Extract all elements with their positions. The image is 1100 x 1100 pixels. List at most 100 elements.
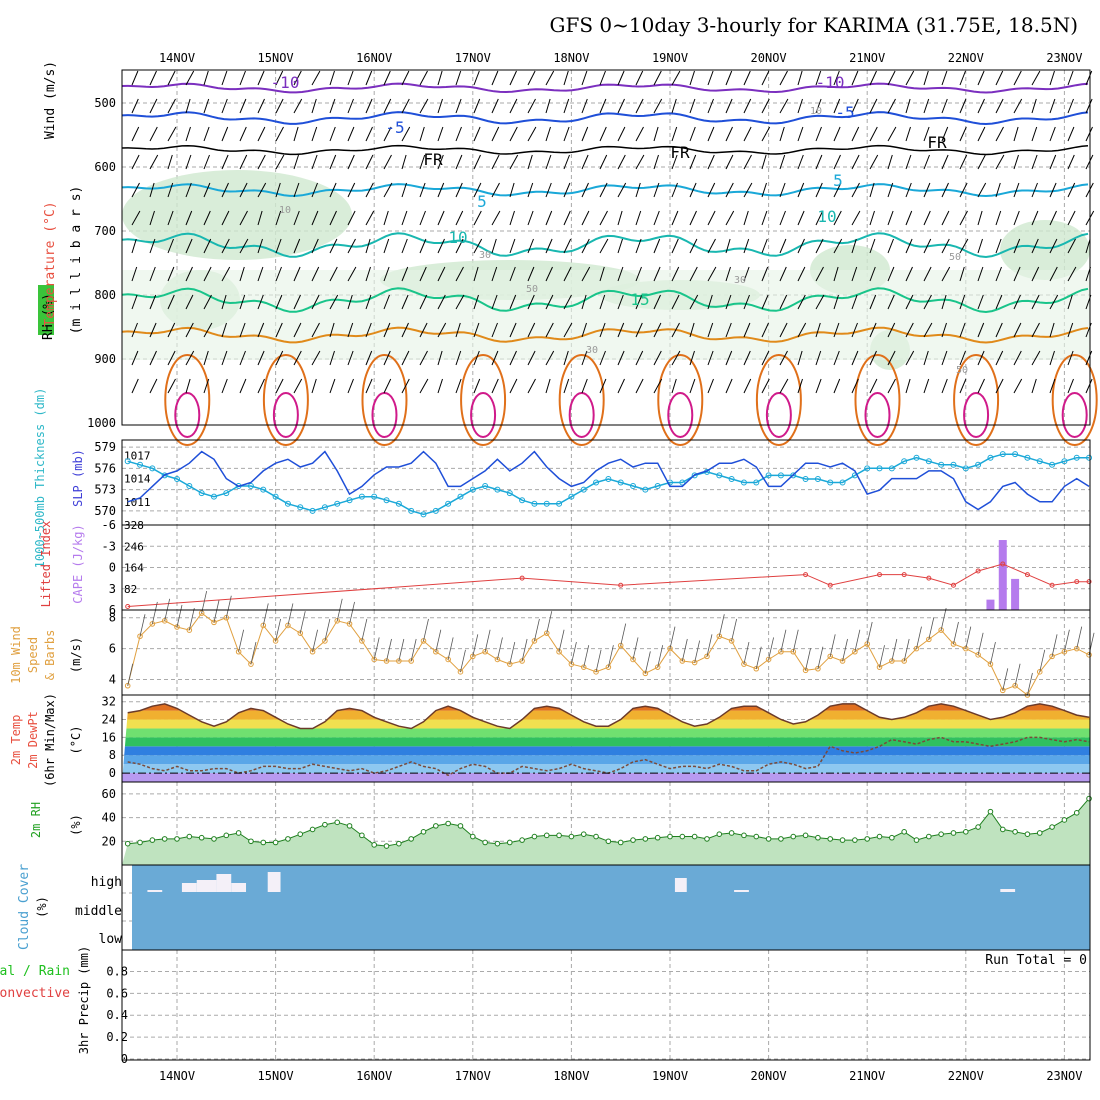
wind-barb — [869, 266, 876, 282]
thickness-marker — [395, 500, 402, 507]
wind-barb — [563, 378, 570, 394]
wind-barb — [365, 238, 371, 254]
rh-marker — [346, 823, 353, 829]
wind-barb — [1013, 70, 1022, 86]
wind-barb — [923, 210, 931, 226]
rh-marker — [272, 839, 279, 846]
wind10-label-3: & Barbs — [43, 630, 57, 681]
wind-barb — [149, 266, 156, 282]
rh-marker — [790, 833, 797, 840]
thickness-marker — [975, 461, 982, 468]
wind-barb-10m — [644, 651, 651, 674]
wind-barb — [167, 182, 174, 198]
wind-barb-10m — [817, 646, 824, 669]
wind-barb — [383, 378, 392, 394]
wind-barb — [887, 266, 895, 282]
wind-barb — [1031, 378, 1037, 394]
wind-barb — [1031, 238, 1039, 254]
wind-barb — [959, 294, 966, 310]
wind-barb — [761, 126, 771, 142]
wind-barb — [527, 322, 536, 338]
bottom-day-label: 14NOV — [159, 1069, 195, 1083]
wind-speed-marker — [494, 656, 501, 663]
wind-barb — [527, 266, 535, 282]
wind-barb-10m — [657, 645, 664, 668]
temp-contour-minus5 — [121, 111, 1089, 126]
wind-barb — [725, 154, 734, 170]
rh-marker — [1012, 829, 1018, 835]
wind-barb — [941, 266, 951, 282]
rh-marker — [519, 837, 525, 843]
wind-barb — [941, 210, 950, 226]
wind-barb-10m — [854, 629, 861, 652]
pressure-tick-label: 900 — [94, 352, 116, 366]
thickness-marker — [161, 472, 168, 479]
wind-barb — [365, 294, 372, 310]
thickness-marker — [630, 483, 637, 490]
wind-barb-10m — [990, 642, 996, 665]
wind-barb — [221, 98, 228, 114]
wind-barb-10m — [188, 608, 195, 631]
wind-barb — [815, 350, 822, 366]
wind-barb — [815, 378, 822, 394]
rh-marker — [839, 837, 846, 843]
rh-marker — [827, 836, 834, 842]
thickness-marker — [408, 507, 415, 514]
wind-barb — [257, 238, 263, 254]
chart-title: GFS 0~10day 3-hourly for KARIMA (31.75E,… — [549, 13, 1078, 37]
rh-marker — [605, 838, 612, 845]
wind-barb — [671, 182, 678, 198]
wind-barb — [959, 378, 967, 394]
wind-barb — [995, 350, 1004, 366]
wind-barb-10m — [706, 634, 713, 657]
contour-label: 15 — [630, 290, 649, 309]
wind-barb — [743, 70, 751, 86]
wind-barb — [149, 154, 159, 170]
wind-barb — [437, 154, 444, 170]
wind-barb — [905, 182, 912, 198]
wind-barb — [545, 70, 555, 86]
wind-barb — [527, 182, 534, 198]
wind-barb-10m — [891, 638, 898, 662]
wind-barb — [347, 210, 356, 226]
rh-legend-swatch — [38, 285, 54, 335]
wind-speed-marker — [137, 633, 143, 640]
wind-barb — [185, 98, 191, 114]
rh-shading-band — [122, 270, 1090, 360]
wind-barb — [1013, 238, 1021, 254]
wind-barb — [203, 350, 209, 366]
wind-barb — [545, 154, 552, 170]
pressure-tick-label: 1000 — [87, 416, 116, 430]
wind-barb — [167, 350, 176, 366]
wind-barb — [995, 182, 1001, 198]
wind-barb — [815, 238, 824, 254]
wind-barb — [743, 182, 753, 198]
top-day-label: 14NOV — [159, 51, 195, 65]
wind-barb — [689, 350, 695, 366]
rh-marker — [531, 833, 538, 840]
temp-contour-minus10 — [121, 82, 1089, 94]
wind-barb — [203, 98, 210, 114]
thickness-marker — [888, 465, 895, 472]
thickness-marker — [210, 493, 217, 500]
wind-barb — [545, 266, 553, 282]
wind-barb-10m — [213, 600, 220, 623]
rh-marker — [815, 834, 821, 841]
wind-barb — [725, 182, 734, 198]
wind-barb — [293, 378, 303, 394]
rh-marker — [322, 821, 328, 828]
wind-barb — [779, 294, 788, 310]
wind-barb — [671, 70, 681, 86]
cape-bar — [1011, 578, 1020, 610]
wind-barb — [131, 154, 140, 170]
wind-barb — [527, 210, 534, 226]
wind-barb — [455, 266, 464, 282]
wind-barb — [761, 182, 767, 198]
rh-marker — [482, 839, 488, 846]
wind-barb — [779, 154, 786, 170]
wind-barb — [599, 210, 608, 226]
wind-barb — [329, 210, 337, 226]
thickness-marker — [605, 475, 612, 482]
wind-barb — [311, 378, 317, 394]
wind-barb-10m — [953, 621, 959, 645]
